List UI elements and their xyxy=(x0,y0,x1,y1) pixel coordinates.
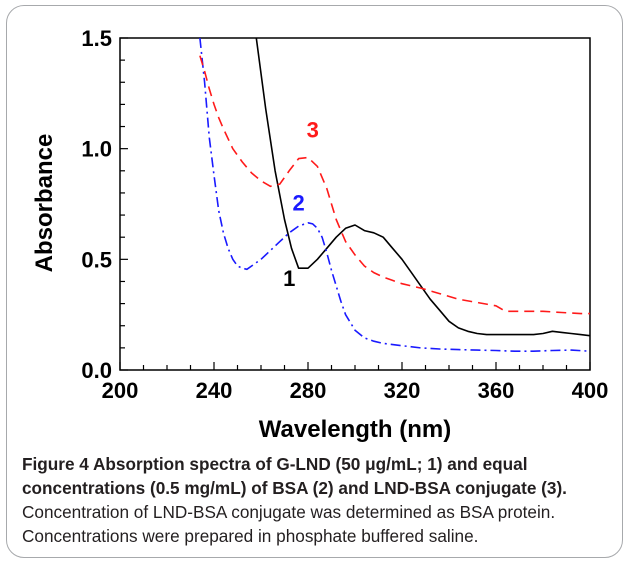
x-axis-label: Wavelength (nm) xyxy=(259,416,451,443)
x-tick-label: 240 xyxy=(196,378,233,403)
y-axis-label: Absorbance xyxy=(31,134,58,273)
series-annotation-1: 1 xyxy=(283,266,295,291)
plot-frame xyxy=(119,37,591,371)
x-tick-label: 200 xyxy=(102,378,139,403)
annotations: 1 2 3 xyxy=(283,118,319,291)
figure-caption: Figure 4 Absorption spectra of G-LND (50… xyxy=(22,452,614,548)
y-tick-label: 0.0 xyxy=(81,358,112,383)
series-annotation-2: 2 xyxy=(292,191,304,216)
x-tick-label: 360 xyxy=(478,378,515,403)
x-tick-label: 320 xyxy=(384,378,421,403)
axes: 200 240 280 320 360 400 0.0 0.5 1.0 1.5 xyxy=(81,26,608,403)
y-tick-label: 0.5 xyxy=(81,247,112,272)
caption-title: Figure 4 Absorption spectra of G-LND (50… xyxy=(22,454,567,498)
figure-frame xyxy=(6,5,623,558)
x-tick-label: 280 xyxy=(290,378,327,403)
series-group xyxy=(199,38,590,353)
caption-body: Concentration of LND-BSA conjugate was d… xyxy=(22,502,556,546)
series-line-2 xyxy=(199,38,590,353)
series-annotation-3: 3 xyxy=(307,118,319,143)
absorption-spectra-chart: 200 240 280 320 360 400 0.0 0.5 1.0 1.5 1 2 3 Wavel… xyxy=(31,26,608,443)
series-line-1 xyxy=(255,38,590,337)
y-tick-label: 1.0 xyxy=(81,137,112,162)
x-tick-label: 400 xyxy=(572,378,609,403)
series-line-3 xyxy=(199,55,590,315)
y-tick-label: 1.5 xyxy=(81,26,112,51)
